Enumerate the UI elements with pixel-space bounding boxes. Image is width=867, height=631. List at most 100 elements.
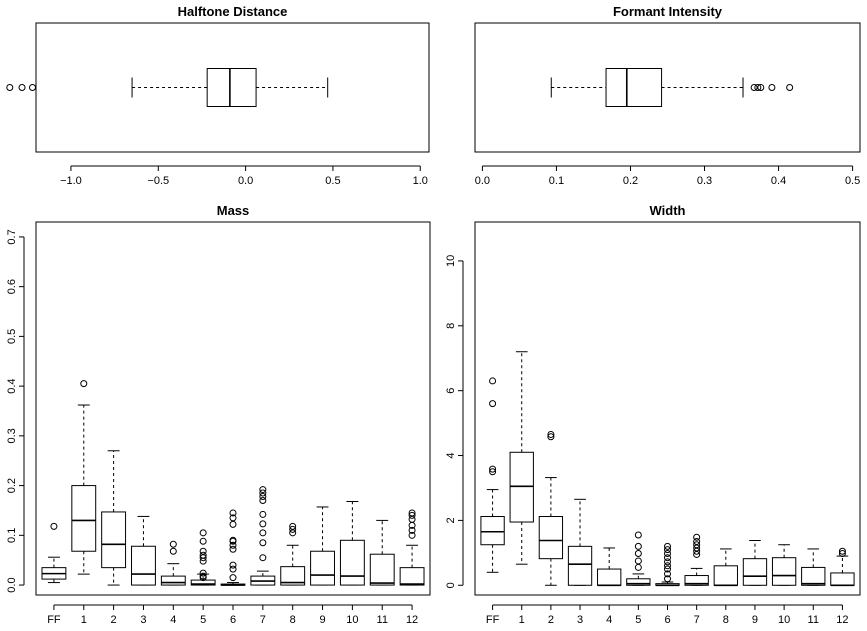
outlier-point [489, 468, 497, 476]
outlier-point [80, 380, 88, 388]
outlier-point [199, 547, 207, 555]
y-tick-label: 4 [445, 452, 457, 458]
outlier-point [408, 526, 416, 534]
box-7 [684, 533, 709, 586]
box-body [369, 553, 395, 586]
outlier-point [664, 549, 671, 557]
box-1 [509, 351, 534, 565]
y-tick-label: 0.1 [6, 528, 18, 543]
outlier-point [169, 547, 177, 555]
box-9 [742, 540, 768, 586]
outlier-point [547, 430, 555, 438]
outlier-point [664, 565, 671, 573]
y-tick-label: 2 [445, 517, 457, 523]
chart-title: Width [650, 203, 686, 218]
outlier-point [259, 486, 267, 494]
category-label: 3 [140, 614, 146, 626]
category-label: 11 [808, 614, 819, 626]
outlier-point [199, 569, 207, 577]
box-body [567, 545, 593, 586]
outlier-point [229, 545, 237, 553]
category-label: 7 [260, 614, 266, 626]
box-9 [310, 506, 335, 586]
x-tick-label: 0.0 [475, 175, 490, 187]
category-label: 2 [111, 614, 117, 626]
y-tick-label: 8 [445, 323, 457, 329]
box-body [742, 558, 768, 586]
box-12 [830, 547, 855, 587]
y-tick-label: 0.3 [6, 428, 18, 443]
outlier-point [199, 537, 207, 545]
box-2 [538, 430, 564, 586]
box-1 [71, 380, 97, 575]
box-5 [626, 531, 651, 586]
category-label: 5 [635, 614, 641, 626]
outlier-point [169, 540, 177, 548]
chart-title: Formant Intensity [613, 4, 723, 19]
x-tick-label: 0.5 [325, 175, 340, 187]
outlier-point [229, 509, 237, 517]
x-tick-label: 0.2 [623, 175, 638, 187]
box-body [160, 575, 186, 586]
category-label: 8 [290, 614, 296, 626]
outlier-point [229, 536, 237, 544]
outlier-point [634, 542, 642, 550]
y-tick-label: 0.7 [6, 229, 18, 244]
outlier-point [289, 525, 297, 533]
box-0 [550, 68, 794, 107]
box-0 [6, 68, 329, 107]
outlier-point [259, 497, 267, 505]
outlier-point [408, 531, 416, 539]
outlier-point [199, 551, 207, 559]
x-tick-label: 0.4 [771, 175, 786, 187]
outlier-point [693, 533, 701, 541]
box-4 [160, 540, 186, 586]
category-label: 12 [406, 614, 418, 626]
box-11 [369, 519, 395, 586]
box-6 [220, 509, 246, 586]
outlier-point [259, 539, 267, 547]
outlier-point [50, 522, 58, 530]
x-tick-label: 0.0 [238, 175, 253, 187]
box-11 [801, 548, 826, 586]
outlier-point [754, 84, 762, 91]
box-body [206, 68, 257, 107]
outlier-point [634, 563, 642, 571]
outlier-point [259, 554, 267, 562]
outlier-point [838, 549, 846, 557]
box-body [190, 579, 216, 586]
x-tick-label: −1.0 [60, 175, 82, 187]
y-tick-label: 0 [445, 582, 457, 588]
outlier-point [786, 84, 794, 91]
outlier-point [634, 549, 642, 557]
box-3 [131, 515, 156, 586]
box-8 [280, 522, 306, 586]
box-body [771, 557, 797, 586]
outlier-point [259, 493, 267, 501]
outlier-point [768, 84, 776, 91]
box-12 [399, 509, 425, 586]
category-label: 12 [836, 614, 848, 626]
category-label: 10 [346, 614, 358, 626]
outlier-point [199, 529, 207, 537]
box-body [399, 567, 425, 586]
outlier-point [408, 511, 416, 519]
category-label: 5 [200, 614, 206, 626]
x-tick-label: −0.5 [147, 175, 169, 187]
x-tick-label: 0.5 [845, 175, 860, 187]
outlier-point [664, 542, 671, 550]
box-body [101, 511, 127, 569]
category-label: 6 [230, 614, 236, 626]
outlier-point [664, 570, 671, 578]
category-label: 3 [577, 614, 583, 626]
category-label: FF [47, 614, 61, 626]
plot-frame [474, 221, 861, 596]
outlier-point [634, 531, 642, 539]
category-label: 1 [519, 614, 525, 626]
outlier-point [199, 572, 207, 580]
x-tick-label: 0.3 [697, 175, 712, 187]
box-body [480, 516, 505, 546]
category-label: 6 [664, 614, 670, 626]
